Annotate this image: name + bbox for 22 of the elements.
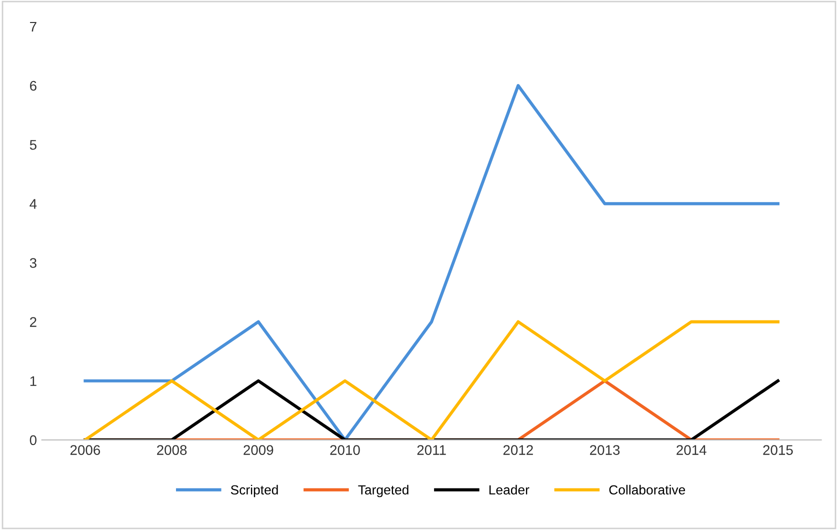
x-tick-label: 2009 (244, 445, 274, 455)
legend-label: Collaborative (609, 484, 686, 495)
y-tick-label: 6 (30, 80, 36, 91)
x-tick-label: 2011 (417, 445, 446, 455)
y-tick-label: 1 (30, 376, 36, 386)
x-tick-label: 2008 (157, 445, 187, 455)
x-tick-label: 2015 (763, 445, 793, 455)
x-tick-label: 2013 (590, 445, 620, 455)
legend-label: Leader (489, 484, 530, 495)
y-tick-label: 7 (30, 22, 36, 32)
y-tick-label: 5 (30, 140, 36, 150)
y-tick-label: 2 (30, 317, 36, 327)
x-tick-label: 2010 (330, 445, 360, 455)
x-tick-label: 2012 (503, 445, 533, 455)
legend-label: Scripted (230, 484, 278, 498)
x-tick-label: 2006 (70, 445, 100, 455)
legend-label: Targeted (358, 484, 408, 498)
x-tick-label: 2014 (676, 445, 706, 455)
y-tick-label: 3 (30, 258, 36, 268)
line-series (84, 84, 780, 440)
y-tick-label: 4 (30, 199, 37, 209)
y-tick-label: 0 (30, 435, 36, 446)
